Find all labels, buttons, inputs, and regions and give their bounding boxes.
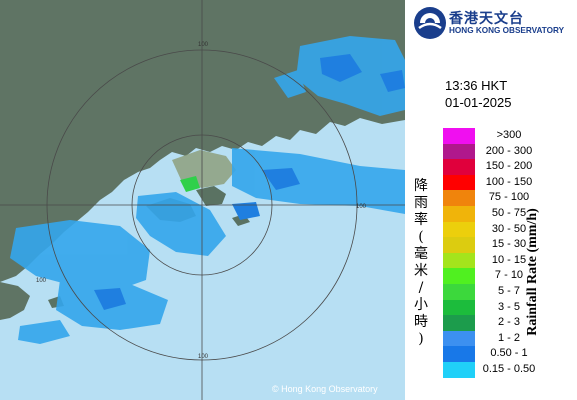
map-copyright: © Hong Kong Observatory bbox=[272, 384, 378, 394]
rain-heavy-cell bbox=[180, 176, 200, 192]
legend-swatch bbox=[443, 128, 475, 144]
legend-label: 0.15 - 0.50 bbox=[482, 362, 536, 375]
rain-echo-central bbox=[136, 192, 226, 256]
legend-item: 200 - 300 bbox=[443, 143, 577, 160]
legend-item: >300 bbox=[443, 128, 577, 144]
rain-heavy bbox=[180, 176, 200, 192]
legend-label: 75 - 100 bbox=[488, 191, 530, 204]
org-name-en: HONG KONG OBSERVATORY bbox=[449, 26, 565, 35]
legend-swatch bbox=[443, 361, 475, 378]
radar-map-svg: 100 100 100 100 bbox=[0, 0, 405, 400]
legend-title-zh-char: 時 bbox=[414, 314, 428, 330]
legend-item: 5 - 7 bbox=[443, 283, 577, 300]
radar-time: 13:36 HKT bbox=[445, 78, 508, 93]
legend-label: 50 - 75 bbox=[491, 206, 527, 219]
legend-title-en: Rainfall Rate (mm/h) bbox=[525, 208, 540, 336]
range-label-east: 100 bbox=[356, 204, 367, 210]
legend-title-zh-char: 雨 bbox=[414, 195, 428, 211]
legend-item: 75 - 100 bbox=[443, 190, 577, 206]
rainfall-legend: >300 200 - 300 150 - 200 100 - 150 75 - 100 5… bbox=[443, 128, 577, 378]
rain-core-4 bbox=[232, 202, 260, 220]
legend-swatch bbox=[443, 174, 475, 191]
legend-item: 15 - 30 bbox=[443, 237, 577, 253]
rain-core-5 bbox=[380, 70, 405, 92]
legend-item: 3 - 5 bbox=[443, 299, 577, 316]
legend-title-zh-char: 率 bbox=[414, 212, 428, 228]
legend-title-zh-char: / bbox=[418, 280, 424, 296]
legend-swatch bbox=[443, 252, 475, 269]
legend-item: 0.15 - 0.50 bbox=[443, 361, 577, 378]
legend-swatch bbox=[443, 283, 475, 300]
rain-echo-east bbox=[232, 148, 405, 214]
legend-title-zh-char: 米 bbox=[414, 263, 428, 279]
legend-swatch bbox=[443, 237, 475, 253]
land-west-coast bbox=[0, 282, 30, 320]
legend-item: 100 - 150 bbox=[443, 174, 577, 191]
legend-title-zh-char: ( bbox=[418, 229, 424, 245]
legend-item: 0.50 - 1 bbox=[443, 346, 577, 362]
legend-swatch bbox=[443, 143, 475, 160]
range-label-north: 100 bbox=[198, 42, 209, 48]
legend-item: 1 - 2 bbox=[443, 330, 577, 347]
legend-swatch bbox=[443, 268, 475, 284]
legend-label: 0.50 - 1 bbox=[490, 347, 528, 360]
legend-title-zh-char: 小 bbox=[414, 297, 428, 313]
radar-date: 01-01-2025 bbox=[445, 95, 512, 110]
legend-swatch bbox=[443, 299, 475, 316]
legend-swatch bbox=[443, 159, 475, 175]
legend-panel: 香港天文台 HONG KONG OBSERVATORY 13:36 HKT 01… bbox=[405, 0, 577, 400]
legend-item: 30 - 50 bbox=[443, 221, 577, 238]
legend-title-zh-char: 毫 bbox=[414, 246, 428, 262]
observatory-logo-icon bbox=[414, 7, 446, 39]
radar-map[interactable]: 100 100 100 100 © Hong Kong Observatory bbox=[0, 0, 405, 400]
rain-echo-west bbox=[10, 220, 150, 292]
rain-echo-northwest bbox=[274, 70, 306, 98]
legend-label: 5 - 7 bbox=[497, 284, 520, 297]
legend-label: 2 - 3 bbox=[497, 316, 520, 329]
legend-title-zh-char: 降 bbox=[414, 178, 428, 194]
land-hk-island bbox=[196, 186, 226, 206]
legend-label: 100 - 150 bbox=[485, 175, 533, 188]
rain-cores bbox=[94, 54, 405, 310]
org-name-zh: 香港天文台 bbox=[449, 11, 524, 27]
legend-label: 10 - 15 bbox=[491, 253, 527, 266]
rain-core-3 bbox=[94, 288, 126, 310]
legend-label: 30 - 50 bbox=[491, 222, 527, 235]
range-rings bbox=[0, 0, 405, 400]
legend-item: 50 - 75 bbox=[443, 205, 577, 222]
legend-item: 150 - 200 bbox=[443, 159, 577, 175]
rain-echo-south bbox=[18, 320, 70, 344]
legend-swatch bbox=[443, 190, 475, 206]
legend-label: 7 - 10 bbox=[494, 269, 524, 282]
rain-core-2 bbox=[262, 168, 300, 190]
legend-label: 1 - 2 bbox=[497, 331, 520, 344]
legend-label: 3 - 5 bbox=[497, 300, 520, 313]
legend-item: 7 - 10 bbox=[443, 268, 577, 284]
legend-swatch bbox=[443, 315, 475, 331]
rain-core-1 bbox=[320, 54, 362, 82]
legend-swatch bbox=[443, 221, 475, 238]
legend-label: 200 - 300 bbox=[485, 144, 533, 157]
legend-swatch bbox=[443, 346, 475, 362]
range-label-west: 100 bbox=[36, 278, 47, 284]
legend-item: 2 - 3 bbox=[443, 315, 577, 331]
legend-title-zh: 降 雨 率 ( 毫 米 / 小 時 ) bbox=[413, 178, 429, 348]
legend-title-zh-char: ) bbox=[418, 331, 424, 347]
range-label-south: 100 bbox=[198, 354, 209, 360]
legend-swatch bbox=[443, 330, 475, 347]
legend-item: 10 - 15 bbox=[443, 252, 577, 269]
range-labels: 100 100 100 100 bbox=[36, 42, 367, 360]
legend-label: 150 - 200 bbox=[485, 160, 533, 173]
legend-label: 15 - 30 bbox=[491, 238, 527, 251]
legend-swatch bbox=[443, 205, 475, 222]
legend-label: >300 bbox=[496, 129, 522, 141]
